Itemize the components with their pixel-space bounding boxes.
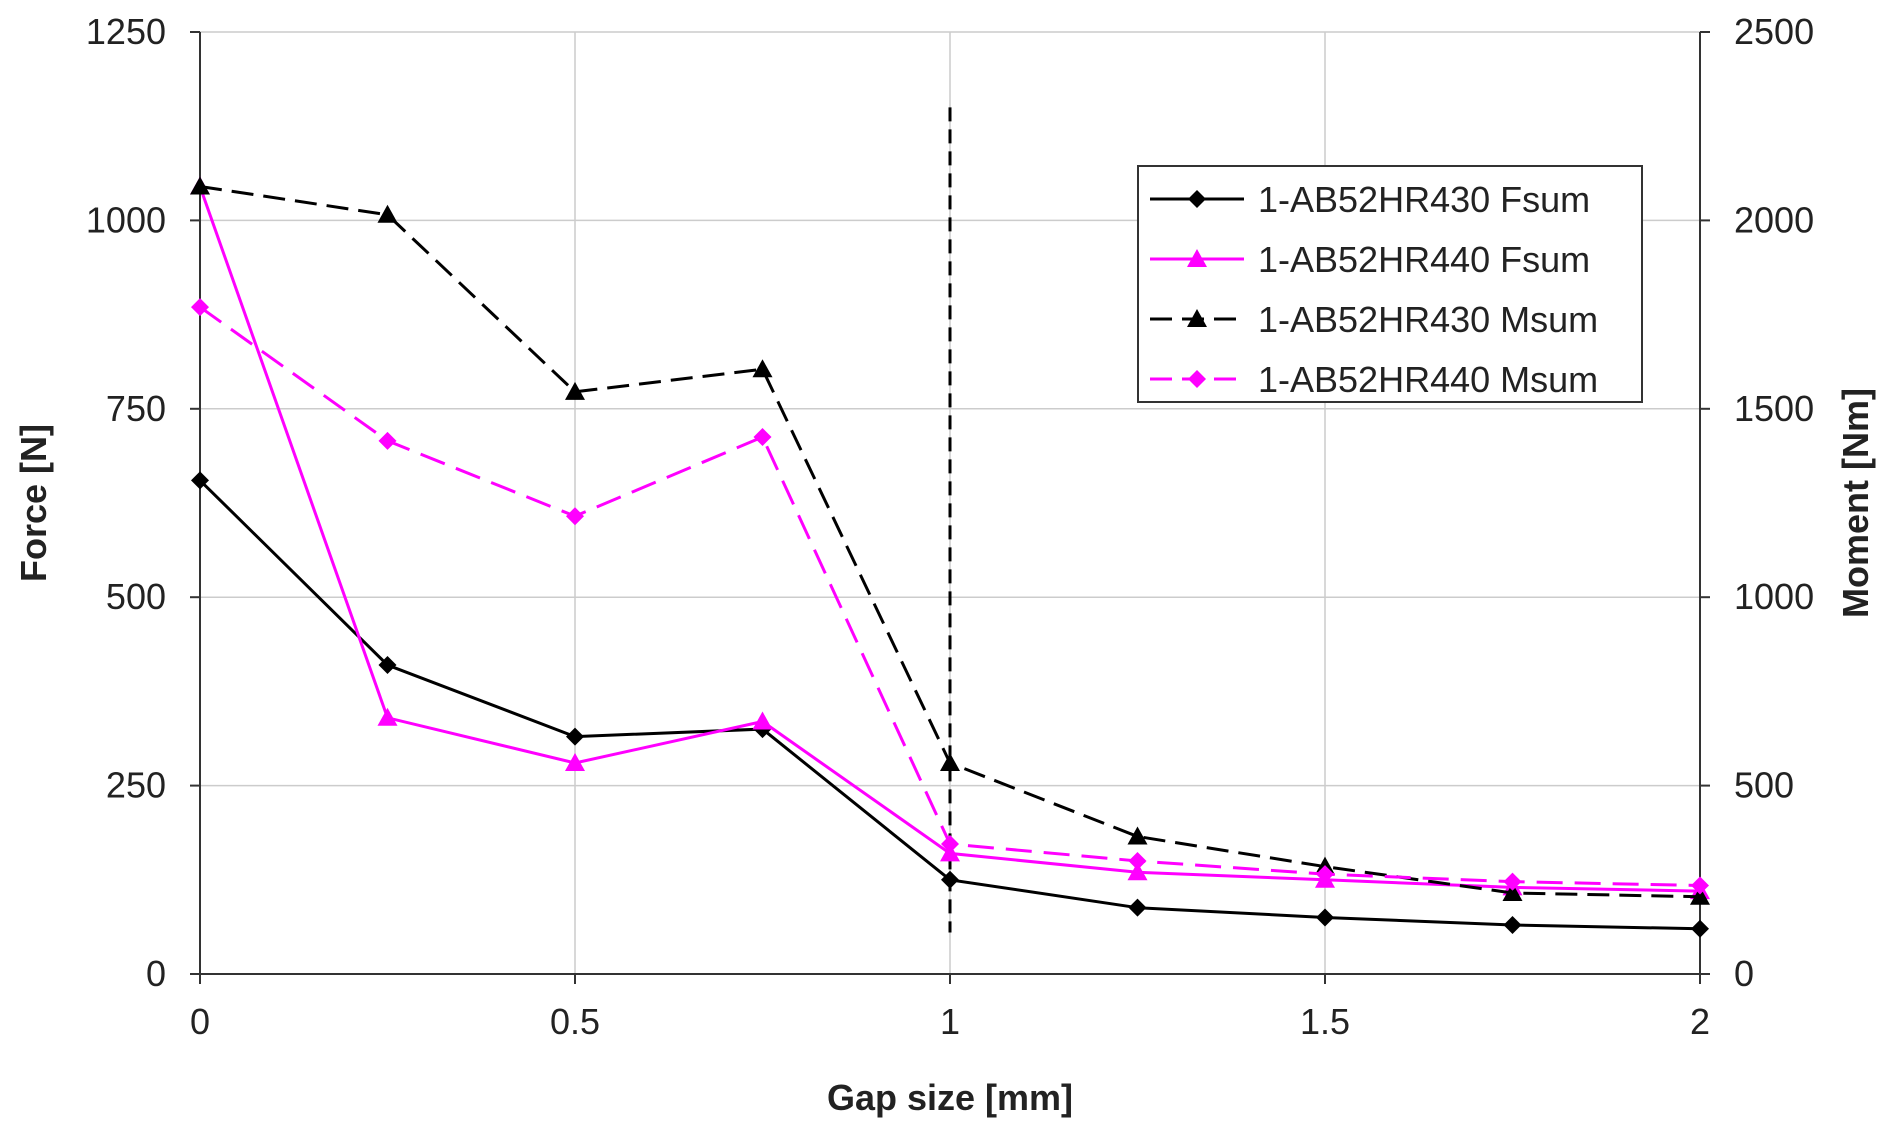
- data-point: [566, 727, 584, 746]
- y-left-tick-label: 0: [146, 953, 166, 994]
- x-tick-label: 2: [1690, 1001, 1710, 1042]
- data-point: [377, 707, 398, 726]
- legend-swatch-marker: [1187, 249, 1207, 267]
- legend: 1-AB52HR430 Fsum 1-AB52HR440 Fsum 1-AB52HR…: [1137, 165, 1643, 403]
- data-point: [191, 298, 209, 317]
- y-left-tick-label: 750: [106, 388, 166, 429]
- y-left-tick-label: 500: [106, 576, 166, 617]
- data-point: [752, 359, 773, 378]
- data-point: [1128, 851, 1147, 870]
- data-point: [565, 381, 585, 400]
- y-right-tick-label: 2500: [1734, 11, 1814, 52]
- series-layer: [190, 107, 1710, 938]
- data-point: [1690, 886, 1710, 905]
- data-point: [940, 752, 960, 771]
- x-tick-label: 1.5: [1300, 1001, 1350, 1042]
- y-right-tick-label: 1000: [1734, 576, 1814, 617]
- data-point: [1316, 908, 1334, 927]
- data-point: [941, 870, 959, 889]
- legend-label: 1-AB52HR430 Fsum: [1258, 179, 1590, 220]
- data-point: [941, 835, 959, 854]
- x-axis-title: Gap size [mm]: [827, 1077, 1073, 1118]
- data-point: [1691, 876, 1709, 895]
- legend-label: 1-AB52HR430 Msum: [1258, 299, 1598, 340]
- data-point: [190, 176, 210, 195]
- y-axis-left-title: Force [N]: [13, 424, 54, 582]
- data-point: [566, 507, 584, 526]
- y-right-tick-label: 1500: [1734, 388, 1814, 429]
- x-tick-label: 0.5: [550, 1001, 600, 1042]
- data-point: [565, 752, 585, 771]
- y-right-tick-label: 0: [1734, 953, 1754, 994]
- data-point: [191, 471, 209, 490]
- legend-swatch-marker: [1188, 190, 1206, 208]
- legend-label: 1-AB52HR440 Fsum: [1258, 239, 1590, 280]
- data-point: [377, 204, 398, 223]
- series-4: [191, 298, 1709, 895]
- y-left-tick-label: 250: [106, 765, 166, 806]
- y-right-tick-label: 500: [1734, 765, 1794, 806]
- data-point: [1502, 882, 1523, 901]
- x-tick-label: 1: [940, 1001, 960, 1042]
- y-left-tick-label: 1000: [86, 199, 166, 240]
- legend-label: 1-AB52HR440 Msum: [1258, 359, 1598, 400]
- data-point: [1128, 898, 1147, 917]
- data-point: [752, 711, 773, 730]
- data-point: [1503, 872, 1522, 891]
- data-point: [378, 431, 397, 450]
- data-point: [378, 656, 397, 675]
- data-point: [1316, 865, 1334, 884]
- data-point: [1503, 916, 1522, 935]
- x-tick-label: 0: [190, 1001, 210, 1042]
- data-point: [753, 428, 772, 447]
- series-1: [191, 471, 1709, 938]
- data-point: [1691, 919, 1709, 938]
- y-left-tick-label: 1250: [86, 11, 166, 52]
- legend-swatch-marker: [1188, 370, 1206, 388]
- y-axis-right-title: Moment [Nm]: [1835, 388, 1876, 618]
- data-point: [1127, 862, 1148, 881]
- y-right-tick-label: 2000: [1734, 199, 1814, 240]
- data-point: [1127, 826, 1148, 845]
- legend-box: [1137, 165, 1643, 403]
- legend-swatch-marker: [1187, 309, 1207, 327]
